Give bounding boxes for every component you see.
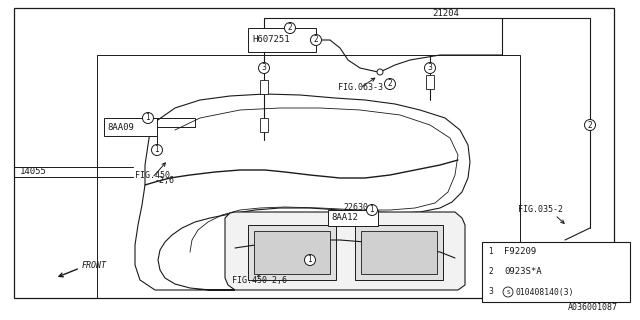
- Bar: [260, 80, 268, 94]
- Circle shape: [152, 145, 163, 156]
- Text: 3: 3: [428, 63, 433, 73]
- Text: 8AA12: 8AA12: [331, 213, 358, 222]
- Bar: [254, 231, 330, 274]
- Text: S: S: [506, 290, 509, 294]
- Text: FIG.035-2: FIG.035-2: [518, 205, 563, 214]
- Bar: [104, 118, 157, 136]
- Circle shape: [377, 69, 383, 75]
- Text: 8AA09: 8AA09: [107, 123, 134, 132]
- Circle shape: [486, 267, 496, 277]
- Text: 2: 2: [287, 23, 292, 33]
- Bar: [248, 28, 316, 52]
- Text: F92209: F92209: [504, 247, 536, 257]
- Text: 010408140(3): 010408140(3): [515, 287, 573, 297]
- Text: 3: 3: [488, 287, 493, 297]
- Circle shape: [259, 62, 269, 74]
- Circle shape: [424, 62, 435, 74]
- Text: FRONT: FRONT: [82, 260, 107, 269]
- Text: 2: 2: [588, 121, 593, 130]
- Circle shape: [367, 204, 378, 215]
- Text: H607251: H607251: [252, 36, 290, 44]
- Bar: [361, 231, 437, 274]
- Text: 1: 1: [370, 205, 374, 214]
- Text: -2,6: -2,6: [155, 177, 175, 186]
- Circle shape: [503, 287, 513, 297]
- Bar: [482, 242, 630, 302]
- Text: 1: 1: [155, 146, 159, 155]
- Circle shape: [285, 22, 296, 34]
- Circle shape: [486, 287, 496, 297]
- Polygon shape: [135, 94, 470, 290]
- Text: FIG.450: FIG.450: [135, 171, 170, 180]
- Text: FIG.450-2,6: FIG.450-2,6: [232, 276, 287, 284]
- Text: 22630: 22630: [343, 204, 368, 212]
- Text: 2: 2: [314, 36, 318, 44]
- Text: FIG.063-3: FIG.063-3: [338, 84, 383, 92]
- Polygon shape: [225, 212, 465, 290]
- Text: 3: 3: [262, 63, 266, 73]
- Circle shape: [310, 35, 321, 45]
- Bar: [328, 210, 378, 226]
- Bar: [355, 225, 443, 280]
- Circle shape: [486, 247, 496, 257]
- Circle shape: [305, 254, 316, 266]
- Circle shape: [584, 119, 595, 131]
- Bar: [97, 55, 520, 298]
- Bar: [426, 75, 434, 89]
- Text: A036001087: A036001087: [568, 303, 618, 312]
- Text: 14055: 14055: [20, 167, 47, 177]
- Bar: [248, 225, 336, 280]
- Bar: [260, 118, 268, 132]
- Text: 2: 2: [388, 79, 392, 89]
- Text: 1: 1: [308, 255, 312, 265]
- Text: 1: 1: [146, 114, 150, 123]
- Text: 21204: 21204: [432, 10, 459, 19]
- Text: 1: 1: [488, 247, 493, 257]
- Circle shape: [385, 78, 396, 90]
- Circle shape: [143, 113, 154, 124]
- Text: 2: 2: [488, 268, 493, 276]
- Text: 0923S*A: 0923S*A: [504, 268, 541, 276]
